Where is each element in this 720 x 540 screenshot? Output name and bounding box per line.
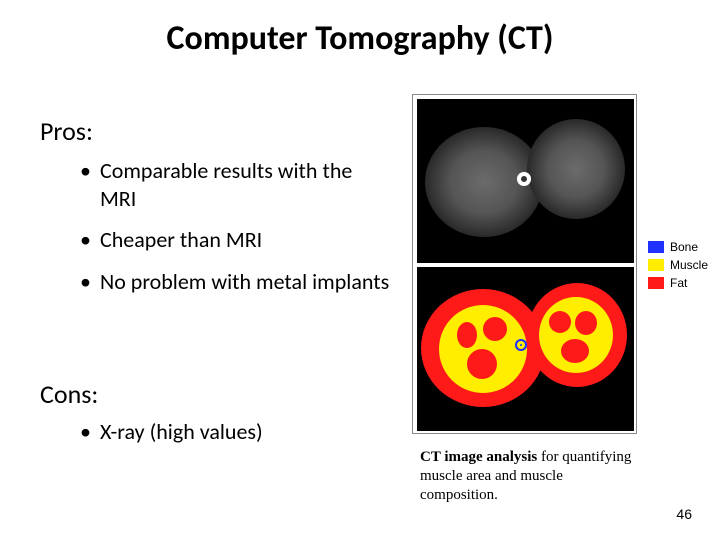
- ct-segmented-image: [417, 267, 634, 431]
- caption-bold: CT image analysis: [420, 449, 537, 465]
- slide-title: Computer Tomography (CT): [0, 18, 720, 59]
- bone-marker-color: [515, 339, 527, 351]
- swatch-bone: [648, 241, 664, 253]
- cons-list: X-ray (high values): [80, 418, 390, 460]
- color-legend: Bone Muscle Fat: [648, 240, 708, 294]
- page-number: 46: [676, 506, 692, 522]
- cons-item: X-ray (high values): [80, 418, 390, 446]
- cons-heading: Cons:: [40, 378, 98, 410]
- pros-item: No problem with metal implants: [80, 268, 390, 296]
- legend-label-muscle: Muscle: [670, 258, 708, 272]
- swatch-fat: [648, 277, 664, 289]
- pros-item: Cheaper than MRI: [80, 226, 390, 254]
- legend-label-bone: Bone: [670, 240, 698, 254]
- figure-caption: CT image analysis for quantifying muscle…: [420, 448, 640, 504]
- intramuscular-fat: [561, 339, 589, 363]
- intramuscular-fat: [549, 311, 571, 333]
- pros-heading: Pros:: [40, 115, 93, 147]
- ct-images-panel: [412, 94, 637, 434]
- legend-label-fat: Fat: [670, 276, 687, 290]
- legend-row-fat: Fat: [648, 276, 708, 290]
- pros-list: Comparable results with the MRI Cheaper …: [80, 157, 390, 309]
- ct-grayscale-image: [417, 99, 634, 263]
- pros-heading-text: Pros: [40, 115, 86, 147]
- cons-heading-text: Cons: [40, 378, 91, 410]
- swatch-muscle: [648, 259, 664, 271]
- legend-row-bone: Bone: [648, 240, 708, 254]
- pros-item: Comparable results with the MRI: [80, 157, 390, 212]
- thigh-right-grayscale: [527, 119, 625, 219]
- legend-row-muscle: Muscle: [648, 258, 708, 272]
- bone-marker-gray: [517, 172, 531, 186]
- intramuscular-fat: [483, 317, 507, 341]
- intramuscular-fat: [467, 349, 497, 379]
- intramuscular-fat: [457, 322, 477, 348]
- intramuscular-fat: [575, 311, 597, 335]
